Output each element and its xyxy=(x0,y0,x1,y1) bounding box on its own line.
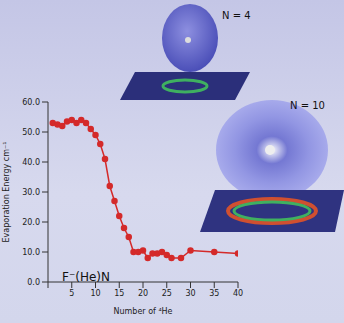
svg-text:25: 25 xyxy=(162,289,172,298)
svg-text:40: 40 xyxy=(233,289,243,298)
svg-text:10.0: 10.0 xyxy=(22,248,40,257)
svg-text:20.0: 20.0 xyxy=(22,218,40,227)
svg-text:5: 5 xyxy=(69,289,74,298)
svg-text:40.0: 40.0 xyxy=(22,158,40,167)
svg-text:50.0: 50.0 xyxy=(22,128,40,137)
svg-text:30: 30 xyxy=(185,289,195,298)
svg-text:10: 10 xyxy=(90,289,100,298)
svg-text:Number of ⁴He: Number of ⁴He xyxy=(113,307,172,316)
html-text:N = 4: N = 4 xyxy=(222,10,251,21)
svg-text:20: 20 xyxy=(138,289,148,298)
html-text:N = 10: N = 10 xyxy=(290,100,325,111)
svg-text:Evaporation Energy cm⁻¹: Evaporation Energy cm⁻¹ xyxy=(2,142,11,243)
html-text:F⁻(He)N: F⁻(He)N xyxy=(62,270,110,284)
svg-text:30.0: 30.0 xyxy=(22,188,40,197)
svg-text:35: 35 xyxy=(209,289,219,298)
svg-text:15: 15 xyxy=(114,289,124,298)
svg-text:60.0: 60.0 xyxy=(22,98,40,107)
svg-text:0.0: 0.0 xyxy=(27,278,40,287)
